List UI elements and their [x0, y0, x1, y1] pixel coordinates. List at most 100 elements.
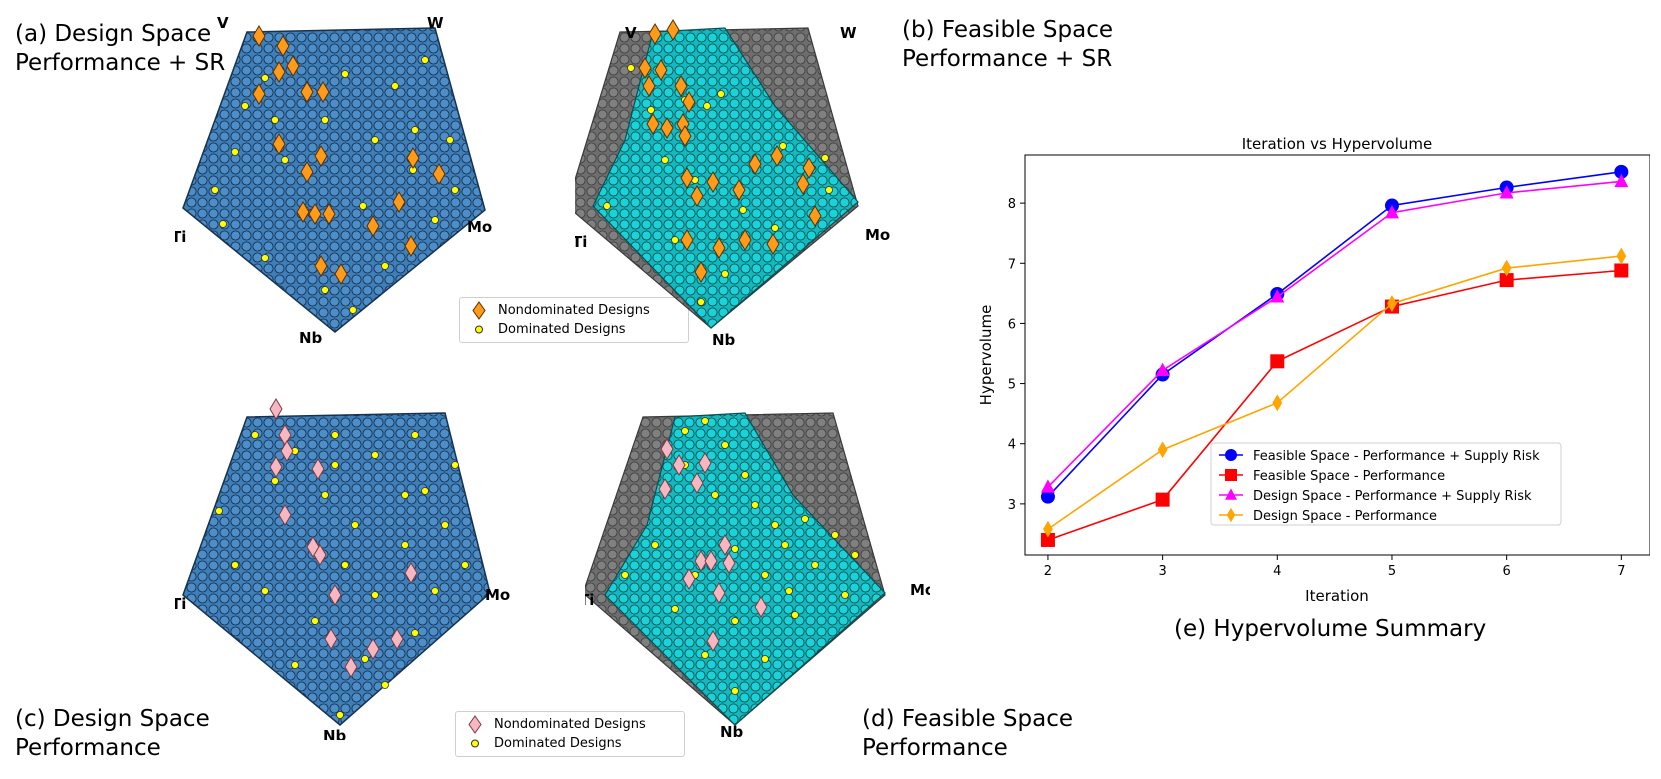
legend-marker: [1225, 449, 1237, 461]
series-line: [1047, 171, 1622, 498]
legend-marker: [1225, 488, 1237, 500]
nondominated-points-c: [269, 398, 418, 678]
data-point: [1501, 259, 1512, 277]
vertex-v: V: [217, 14, 229, 32]
data-point: [1614, 164, 1629, 179]
caption-c: (c) Design Space Performance: [15, 706, 210, 761]
vertex-mo-d: Mo: [910, 581, 930, 599]
data-point: [1270, 289, 1285, 303]
panel-d-feasible-space-perf: V W Ti Mo Nb: [585, 412, 930, 740]
legend-frame: [1210, 442, 1562, 526]
series-line: [1047, 255, 1622, 530]
y-tick-label: 5: [1008, 378, 1016, 393]
panel-b-feasible-space-sr: V W Ti Mo Nb: [575, 19, 890, 345]
legend-entry: Feasible Space - Performance + Supply Ri…: [1219, 449, 1540, 464]
legend-entry: Design Space - Performance + Supply Risk: [1219, 488, 1532, 504]
caption-e: (e) Hypervolume Summary: [1174, 616, 1487, 642]
vertex-nb-b: Nb: [712, 331, 736, 345]
data-point: [1040, 532, 1055, 547]
x-tick-label: 4: [1273, 564, 1281, 579]
legend-top-nondominated: Nondominated Designs: [468, 301, 680, 320]
legend-label: Feasible Space - Performance: [1253, 469, 1445, 484]
vertex-w-b: W: [840, 24, 857, 42]
data-point: [1384, 205, 1399, 219]
yellow-dot-icon: [475, 325, 483, 334]
x-axis-label: Iteration: [1305, 587, 1369, 605]
vertex-mo: Mo: [467, 218, 492, 236]
dominated-points-d: [621, 417, 859, 695]
y-axis-label: Hypervolume: [977, 305, 995, 406]
legend-label: Feasible Space - Performance + Supply Ri…: [1253, 449, 1540, 464]
hypervolume-chart: Iteration vs Hypervolume 2 3 4 5 6 7 3 4 5 6 7 8 I…: [977, 135, 1650, 605]
legend-label: Design Space - Performance + Supply Risk: [1253, 489, 1532, 504]
data-point: [1614, 173, 1629, 188]
data-point: [1043, 520, 1053, 538]
series-line: [1047, 269, 1622, 541]
vertex-w-c: W: [438, 395, 455, 396]
series-1: [1040, 263, 1629, 547]
data-point: [1157, 441, 1168, 459]
y-tick-label: 7: [1008, 257, 1016, 272]
chart-title: Iteration vs Hypervolume: [1242, 135, 1433, 153]
vertex-mo-b: Mo: [865, 226, 890, 244]
panel-c-design-space-perf: V W Ti Mo Nb: [175, 395, 510, 740]
nondominated-points: [252, 25, 446, 285]
vertex-v-b: V: [625, 24, 637, 42]
feasible-region-d: [604, 412, 886, 726]
plot-frame: [1024, 154, 1650, 556]
legend-top-nondominated-label: Nondominated Designs: [498, 303, 650, 318]
data-point: [1614, 263, 1629, 278]
data-point: [1270, 354, 1285, 369]
legend-bottom-nondominated-label: Nondominated Designs: [494, 717, 646, 732]
vertex-w: W: [427, 14, 444, 32]
yellow-dot-icon: [471, 739, 479, 748]
panel-a-design-space-sr: V W Ti Mo Nb: [175, 14, 492, 345]
chart-legend: Feasible Space - Performance + Supply Ri…: [1210, 442, 1562, 526]
legend-bottom-dominated-label: Dominated Designs: [494, 736, 622, 751]
data-point: [1040, 479, 1055, 493]
vertex-nb-c: Nb: [323, 727, 347, 740]
legend-bottom: Nondominated Designs Dominated Designs: [455, 711, 685, 757]
chart-series: [1040, 164, 1629, 547]
data-point: [1272, 394, 1283, 412]
caption-d: (d) Feasible Space Performance: [862, 706, 1073, 761]
series-line: [1047, 180, 1622, 488]
data-point: [1155, 492, 1170, 507]
legend-top-dominated-label: Dominated Designs: [498, 322, 626, 337]
y-tick-label: 3: [1008, 498, 1016, 513]
y-axis-ticks: 3 4 5 6 7 8: [1008, 197, 1025, 513]
vertex-nb: Nb: [299, 329, 323, 345]
design-space-region-c: [182, 412, 491, 726]
legend-label: Design Space - Performance: [1253, 509, 1437, 524]
caption-b: (b) Feasible Space Performance + SR: [902, 17, 1113, 72]
dominated-points-b: [603, 64, 833, 306]
data-point: [1616, 247, 1627, 265]
data-point: [1155, 362, 1170, 376]
x-tick-label: 7: [1617, 564, 1625, 579]
pink-diamond-icon: [468, 715, 482, 734]
y-tick-label: 4: [1008, 438, 1016, 453]
legend-marker: [1226, 507, 1236, 523]
y-tick-label: 8: [1008, 197, 1016, 212]
vertex-ti-d: Ti: [585, 591, 594, 609]
y-tick-label: 6: [1008, 317, 1016, 332]
caption-a: (a) Design Space Performance + SR: [15, 21, 226, 76]
nondominated-points-d: [658, 438, 768, 652]
data-point: [1499, 185, 1514, 199]
vertex-ti-c: Ti: [175, 595, 186, 613]
feasible-region: [592, 27, 859, 329]
vertex-ti-b: Ti: [575, 233, 587, 251]
legend-top: Nondominated Designs Dominated Designs: [459, 297, 689, 343]
vertex-ti: Ti: [175, 228, 186, 246]
x-axis-ticks: 2 3 4 5 6 7: [1044, 555, 1625, 579]
series-2: [1040, 173, 1629, 493]
legend-entry: Design Space - Performance: [1219, 507, 1437, 524]
nondominated-points-b: [638, 19, 822, 283]
x-tick-label: 6: [1503, 564, 1511, 579]
x-tick-label: 2: [1044, 564, 1052, 579]
x-tick-label: 5: [1388, 564, 1396, 579]
x-tick-label: 3: [1158, 564, 1166, 579]
vertex-mo-c: Mo: [485, 586, 510, 604]
legend-bottom-nondominated: Nondominated Designs: [464, 715, 676, 734]
data-point: [1499, 273, 1514, 288]
